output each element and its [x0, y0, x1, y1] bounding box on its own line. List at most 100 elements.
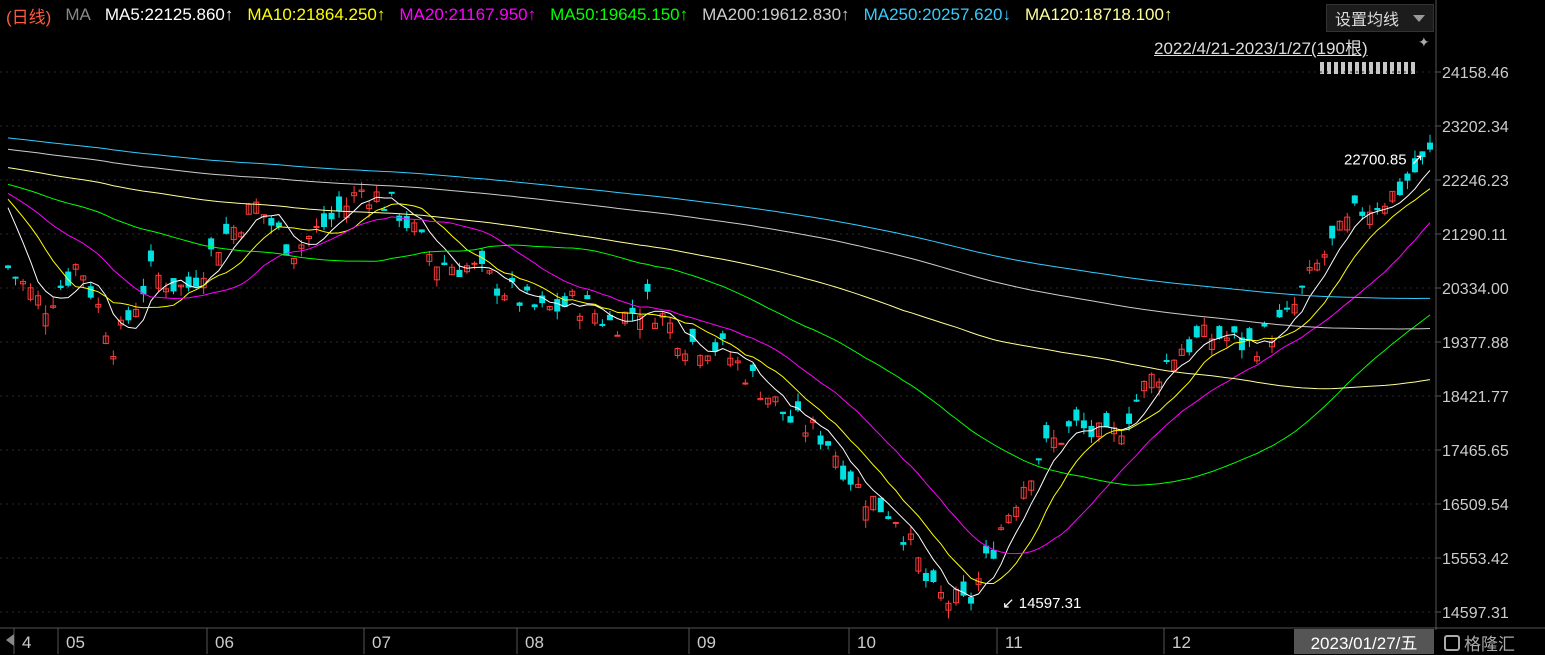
candle-body: [1050, 437, 1057, 449]
ma120-value: MA120:18718.100↑: [1025, 5, 1173, 24]
logo-text: 格隆汇: [1464, 635, 1515, 654]
candle-body: [132, 308, 139, 318]
candle-body: [5, 265, 11, 269]
candle-body: [907, 533, 914, 540]
candle-body: [1396, 181, 1403, 196]
x-tick-label: 06: [215, 633, 234, 652]
candle-body: [1306, 267, 1313, 271]
candle-body: [125, 310, 132, 321]
candle-body: [501, 295, 508, 301]
candle-body: [614, 334, 621, 337]
candle-body: [1411, 158, 1418, 173]
ma-legend-bar: (日线) MA MA5:22125.860↑ MA10:21864.250↑ M…: [0, 0, 1320, 30]
candle-body: [576, 315, 583, 321]
x-tick-label: 11: [1005, 633, 1023, 652]
candle-body: [147, 250, 154, 262]
candle-body: [1201, 324, 1208, 337]
candle-body: [1043, 425, 1050, 439]
y-tick-label: 17465.65: [1442, 443, 1509, 460]
candle-body: [584, 295, 591, 300]
crosshair-date-badge: 2023/01/27/五: [1294, 629, 1434, 654]
candle-body: [388, 191, 395, 194]
scroll-left-icon[interactable]: [6, 634, 14, 646]
candle-body: [110, 356, 117, 360]
candle-body: [749, 364, 756, 371]
candle-body: [65, 271, 72, 286]
candle-body: [802, 432, 809, 437]
candle-body: [1058, 442, 1065, 445]
ma-line-ma200: [7, 148, 1431, 330]
candle-body: [840, 465, 847, 480]
candle-body: [336, 196, 343, 211]
ma250-value: MA250:20257.620↓: [863, 5, 1012, 24]
candle-body: [674, 348, 681, 356]
overflow-dots-icon[interactable]: [1320, 62, 1418, 74]
candle-body: [373, 191, 380, 202]
ma-settings-label: 设置均线: [1335, 12, 1400, 29]
candle-body: [275, 222, 282, 228]
candle-body: [1073, 409, 1080, 421]
candle-body: [1088, 425, 1095, 438]
candle-body: [411, 222, 418, 233]
candle-body: [734, 360, 741, 364]
candle-body: [418, 229, 425, 233]
candle-body: [764, 397, 771, 405]
candle-body: [208, 238, 215, 250]
candle-body: [727, 357, 734, 366]
candle-body: [268, 218, 275, 226]
candle-body: [795, 401, 801, 411]
candle-body: [945, 602, 952, 611]
candle-body: [494, 288, 501, 296]
x-tick-label: 09: [697, 633, 716, 652]
period-label[interactable]: (日线): [6, 7, 52, 27]
candle-body: [855, 484, 862, 488]
pin-icon[interactable]: ✦: [1418, 34, 1430, 50]
ma-line-ma250: [7, 137, 1430, 300]
candle-body: [667, 322, 674, 334]
candle-body: [629, 307, 636, 314]
candle-body: [223, 223, 230, 234]
candle-body: [1329, 225, 1336, 239]
candle-body: [937, 592, 944, 599]
y-tick-label: 16509.54: [1442, 497, 1509, 514]
candle-body: [80, 275, 87, 281]
candle-body: [569, 290, 576, 296]
y-tick-label: 21290.11: [1442, 227, 1508, 244]
indicator-label[interactable]: MA: [65, 5, 91, 24]
candle-body: [456, 269, 463, 278]
candle-body: [870, 495, 877, 511]
candle-body: [1269, 340, 1275, 348]
ma-settings-dropdown[interactable]: 设置均线: [1326, 4, 1434, 32]
candle-body: [922, 573, 929, 582]
y-tick-label: 15553.42: [1442, 551, 1509, 568]
candle-body: [170, 278, 177, 292]
candle-body: [426, 254, 433, 262]
candle-body: [230, 226, 237, 241]
candle-body: [1118, 435, 1125, 445]
candle-body: [1359, 211, 1366, 216]
y-tick-label: 20334.00: [1442, 281, 1509, 298]
candle-body: [1261, 323, 1268, 327]
candle-body: [682, 353, 689, 362]
candle-body: [554, 299, 561, 312]
candle-body: [621, 311, 628, 324]
candle-body: [1291, 303, 1298, 314]
x-tick-label: 07: [372, 633, 391, 652]
candle-body: [877, 497, 884, 513]
y-tick-label: 22246.23: [1442, 173, 1509, 190]
ma-line-ma50: [7, 183, 1431, 486]
candle-body: [1344, 216, 1351, 231]
chevron-down-icon: [1413, 14, 1425, 22]
date-range-label[interactable]: 2022/4/21-2023/1/27(190根): [1154, 39, 1368, 58]
candle-body: [366, 204, 373, 210]
candle-body: [163, 288, 169, 293]
y-tick-label: 23202.34: [1442, 119, 1509, 136]
candle-body: [1148, 373, 1155, 389]
candle-body: [847, 471, 854, 485]
x-tick-label: 08: [525, 633, 544, 652]
candle-body: [1178, 348, 1185, 356]
candle-body: [1013, 506, 1020, 517]
candle-body: [644, 283, 651, 292]
candle-body: [825, 441, 832, 446]
